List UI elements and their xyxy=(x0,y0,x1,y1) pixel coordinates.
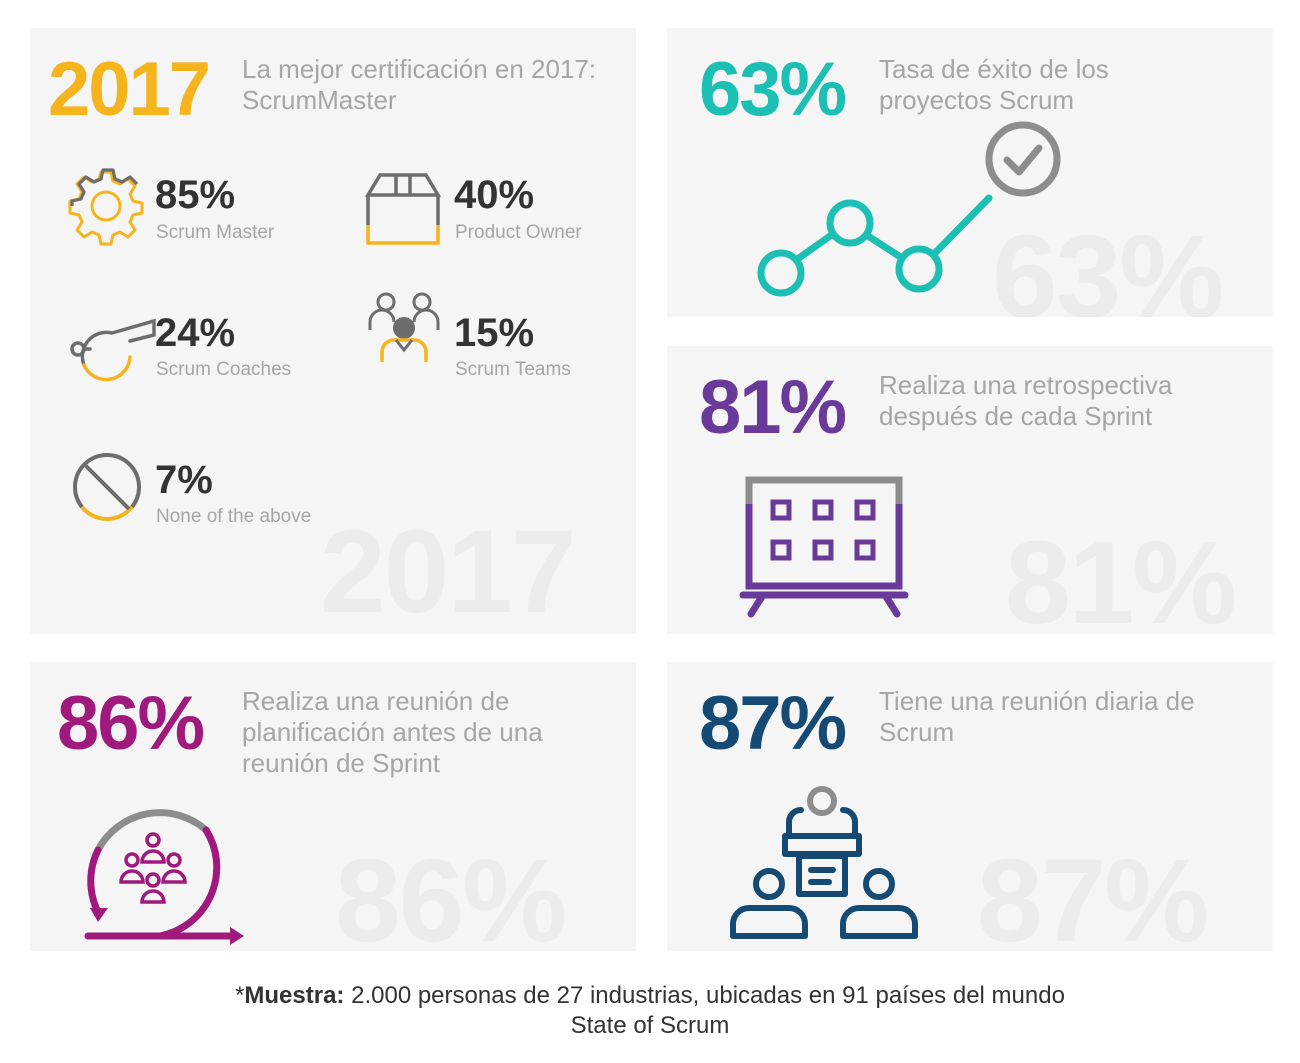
headline-81: 81% xyxy=(699,365,847,450)
label-scrum-coaches: Scrum Coaches xyxy=(156,359,292,380)
watermark-2017: 2017 xyxy=(320,506,577,634)
watermark-63: 63% xyxy=(992,211,1224,317)
daily-meeting-panel: 87% 87% Tiene una reunión diaria de Scru… xyxy=(667,662,1273,951)
headline-2017: 2017 xyxy=(48,47,211,132)
daily-meeting-description: Tiene una reunión diaria de Scrum xyxy=(879,686,1195,747)
meeting-icon xyxy=(730,786,918,939)
box-icon xyxy=(364,173,442,245)
whistle-icon xyxy=(70,318,156,382)
prohibited-icon xyxy=(73,453,141,521)
board-icon xyxy=(739,476,909,618)
label-scrum-master: Scrum Master xyxy=(156,222,275,243)
footer-text: 2.000 personas de 27 industrias, ubicada… xyxy=(344,982,1065,1009)
team-icon xyxy=(368,292,440,362)
gear-icon xyxy=(68,168,144,246)
success-rate-panel: 63% 63% Tasa de éxito de los proyectos S… xyxy=(667,28,1273,317)
label-scrum-teams: Scrum Teams xyxy=(455,359,571,380)
pct-scrum-teams: 15% xyxy=(454,311,535,355)
planning-description: Realiza una reunión de planificación ant… xyxy=(242,686,543,778)
pct-scrum-coaches: 24% xyxy=(155,311,236,355)
certification-panel: 2017 2017 La mejor certificación en 2017… xyxy=(30,28,636,634)
footer-source: State of Scrum xyxy=(570,1012,730,1039)
pct-product-owner: 40% xyxy=(454,173,535,217)
watermark-81: 81% xyxy=(1005,517,1237,634)
retrospective-panel: 81% 81% Realiza una retrospectiva despué… xyxy=(667,346,1273,634)
pct-none-of-the-above: 7% xyxy=(155,458,213,502)
footer-bold-label: Muestra: xyxy=(244,982,345,1009)
label-product-owner: Product Owner xyxy=(455,222,582,243)
headline-87: 87% xyxy=(699,681,847,766)
planning-panel: 86% 86% Realiza una reunión de planifica… xyxy=(30,662,636,951)
label-none-of-the-above: None of the above xyxy=(156,506,312,527)
headline-86: 86% xyxy=(57,681,205,766)
headline-63: 63% xyxy=(699,47,847,132)
footer-sample-note: *Muestra: 2.000 personas de 27 industria… xyxy=(0,981,1300,1011)
success-rate-description: Tasa de éxito de los proyectos Scrum xyxy=(879,54,1109,115)
cycle-people-icon xyxy=(84,809,244,945)
watermark-87: 87% xyxy=(977,835,1209,951)
growth-line-check-icon xyxy=(757,121,1061,297)
pct-scrum-master: 85% xyxy=(155,173,236,217)
footer-prefix: * xyxy=(235,982,245,1009)
watermark-86: 86% xyxy=(335,835,567,951)
certification-description: La mejor certificación en 2017: ScrumMas… xyxy=(242,54,597,115)
retrospective-description: Realiza una retrospectiva después de cad… xyxy=(879,370,1173,431)
